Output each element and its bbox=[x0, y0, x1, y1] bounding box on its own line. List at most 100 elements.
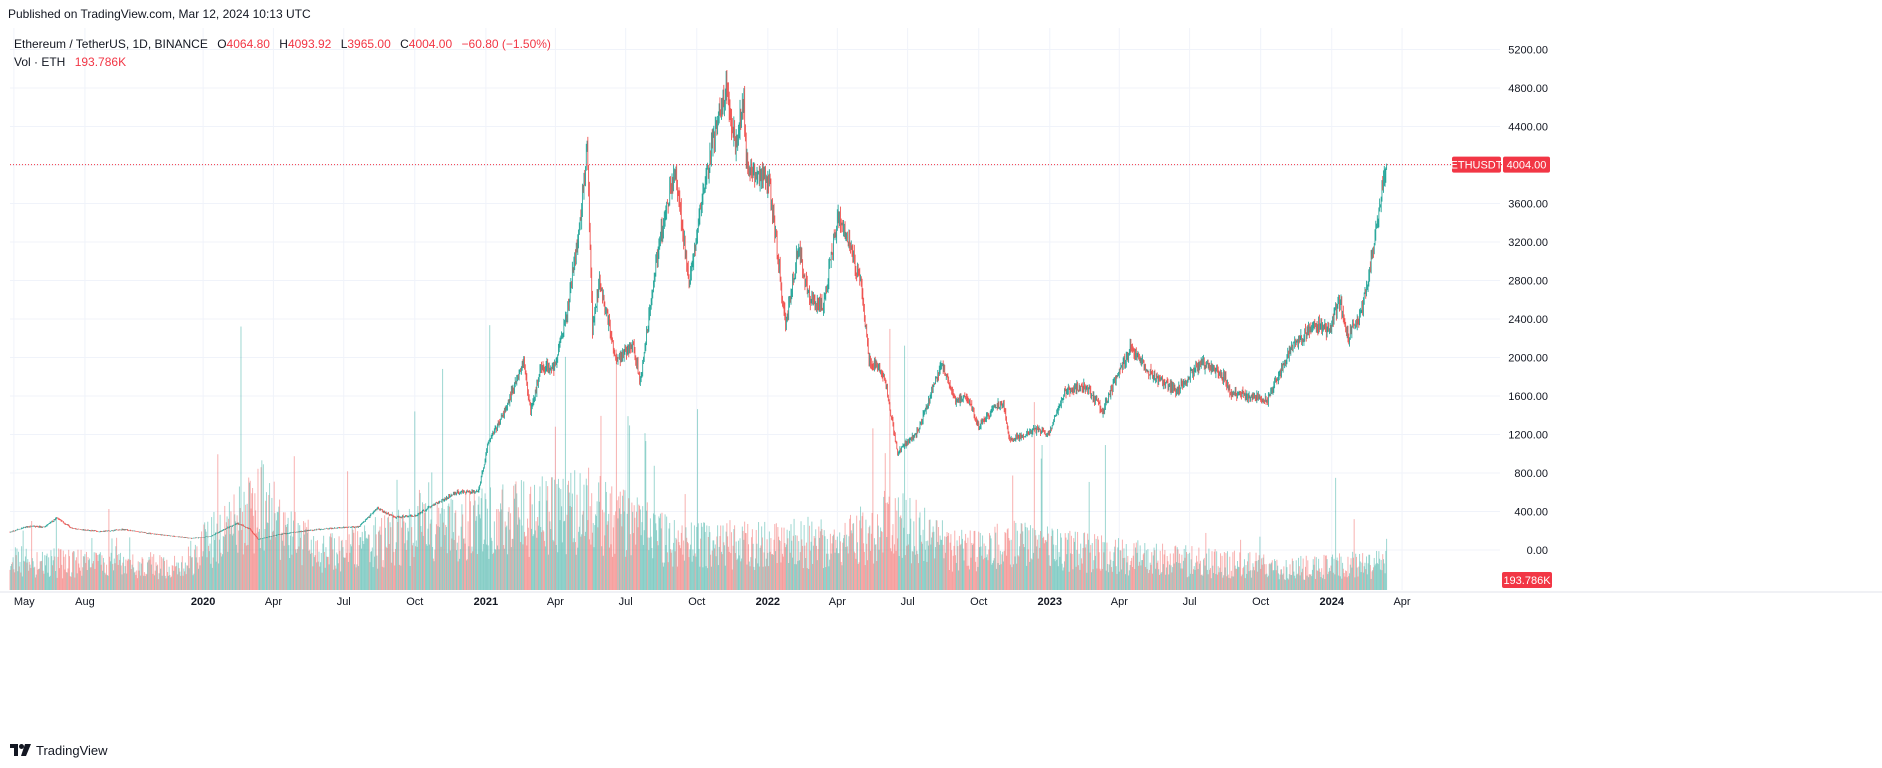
volume-bar bbox=[1339, 576, 1341, 590]
volume-bar bbox=[246, 503, 248, 590]
volume-bar bbox=[407, 527, 409, 590]
price-axis[interactable]: 0.00400.00800.001200.001600.002000.00240… bbox=[1451, 45, 1552, 589]
volume-bar bbox=[715, 556, 717, 590]
volume-bar bbox=[642, 544, 644, 590]
volume-bar bbox=[907, 544, 909, 590]
volume-bar bbox=[690, 544, 692, 590]
volume-bar bbox=[412, 542, 414, 590]
volume-bar bbox=[318, 551, 320, 590]
volume-bar bbox=[812, 563, 814, 590]
volume-bar bbox=[571, 506, 573, 590]
volume-bar bbox=[448, 503, 450, 590]
volume-bar bbox=[394, 548, 396, 590]
volume-bar bbox=[1362, 572, 1364, 590]
volume-bar bbox=[82, 556, 84, 590]
volume-bar bbox=[985, 545, 987, 590]
volume-bar bbox=[458, 535, 460, 590]
volume-bar bbox=[1253, 566, 1255, 590]
volume-bar bbox=[613, 515, 615, 590]
volume-bar bbox=[1284, 580, 1286, 590]
volume-bar bbox=[305, 529, 307, 590]
volume-bar bbox=[924, 507, 926, 590]
volume-bar bbox=[364, 531, 366, 590]
volume-bar bbox=[473, 493, 475, 590]
volume-bar bbox=[1335, 560, 1337, 590]
volume-bar bbox=[1068, 571, 1070, 590]
volume-bar bbox=[216, 523, 218, 590]
volume-bar bbox=[391, 562, 393, 590]
volume-bar bbox=[148, 556, 150, 590]
published-caption: Published on TradingView.com, Mar 12, 20… bbox=[8, 7, 311, 21]
volume-bar bbox=[781, 527, 783, 590]
volume-bar bbox=[574, 470, 576, 590]
volume-bar bbox=[471, 546, 473, 590]
volume-bar bbox=[140, 563, 142, 590]
volume-bar bbox=[852, 523, 854, 590]
volume-bar bbox=[706, 525, 708, 590]
volume-bar bbox=[917, 554, 919, 590]
volume-bar bbox=[484, 493, 486, 590]
volume-bar bbox=[849, 514, 851, 590]
volume-bar bbox=[160, 568, 162, 590]
volume-bar bbox=[676, 566, 678, 590]
volume-bar bbox=[586, 485, 588, 590]
volume-bar bbox=[710, 566, 712, 590]
volume-bar bbox=[530, 486, 532, 590]
volume-bar bbox=[1181, 554, 1183, 590]
volume-bar bbox=[252, 515, 254, 590]
volume-bar bbox=[130, 569, 132, 590]
volume-bar bbox=[1116, 573, 1118, 590]
volume-bar bbox=[828, 566, 830, 590]
volume-bar bbox=[469, 501, 471, 590]
volume-bar bbox=[100, 564, 102, 590]
volume-bar bbox=[1155, 543, 1157, 590]
volume-bar bbox=[958, 535, 960, 590]
volume-bar bbox=[832, 534, 834, 590]
volume-bar bbox=[1004, 531, 1006, 590]
volume-bar bbox=[1332, 554, 1334, 590]
volume-bar bbox=[324, 567, 326, 590]
volume-label[interactable]: Vol · ETH bbox=[14, 55, 66, 69]
volume-bar bbox=[1377, 564, 1379, 590]
volume-bar bbox=[1315, 578, 1317, 590]
volume-bar bbox=[1216, 551, 1218, 590]
volume-bar bbox=[1259, 536, 1261, 590]
volume-bar bbox=[381, 517, 383, 590]
volume-bar bbox=[693, 525, 695, 590]
volume-bar bbox=[1178, 562, 1180, 590]
volume-bar bbox=[1061, 563, 1063, 590]
volume-bar bbox=[827, 553, 829, 590]
volume-bar bbox=[1351, 567, 1353, 590]
volume-bar bbox=[535, 521, 537, 590]
volume-bar bbox=[1067, 533, 1069, 590]
volume-bar bbox=[401, 517, 403, 590]
volume-bar bbox=[446, 553, 448, 590]
symbol-title[interactable]: Ethereum / TetherUS, 1D, BINANCE bbox=[14, 37, 208, 51]
volume-bar bbox=[539, 486, 541, 590]
volume-bar bbox=[14, 572, 16, 590]
volume-bar bbox=[1260, 568, 1262, 590]
volume-bar bbox=[496, 545, 498, 590]
volume-bar bbox=[1174, 546, 1176, 590]
volume-bar bbox=[329, 536, 331, 590]
x-tick-label: 2021 bbox=[474, 596, 498, 608]
volume-bar bbox=[1198, 547, 1200, 590]
volume-bar bbox=[65, 554, 67, 590]
volume-bar bbox=[285, 524, 287, 590]
volume-bar bbox=[1233, 576, 1235, 590]
time-axis[interactable]: May Aug 2020 Apr Jul Oct 2021 Apr Jul Oct 2022 Apr J… bbox=[0, 591, 1882, 608]
volume-bar bbox=[1273, 570, 1275, 590]
volume-bar bbox=[338, 536, 340, 590]
volume-bar bbox=[418, 513, 420, 590]
volume-bar bbox=[167, 572, 169, 590]
volume-bar bbox=[208, 545, 210, 590]
volume-bar bbox=[282, 512, 284, 590]
volume-bar bbox=[615, 511, 617, 590]
y-tick-label: 4800.00 bbox=[1508, 83, 1548, 95]
volume-bar bbox=[185, 574, 187, 590]
volume-bar bbox=[996, 523, 998, 590]
volume-bar bbox=[1002, 561, 1004, 590]
volume-bar bbox=[46, 553, 48, 590]
volume-bar bbox=[1177, 549, 1179, 590]
